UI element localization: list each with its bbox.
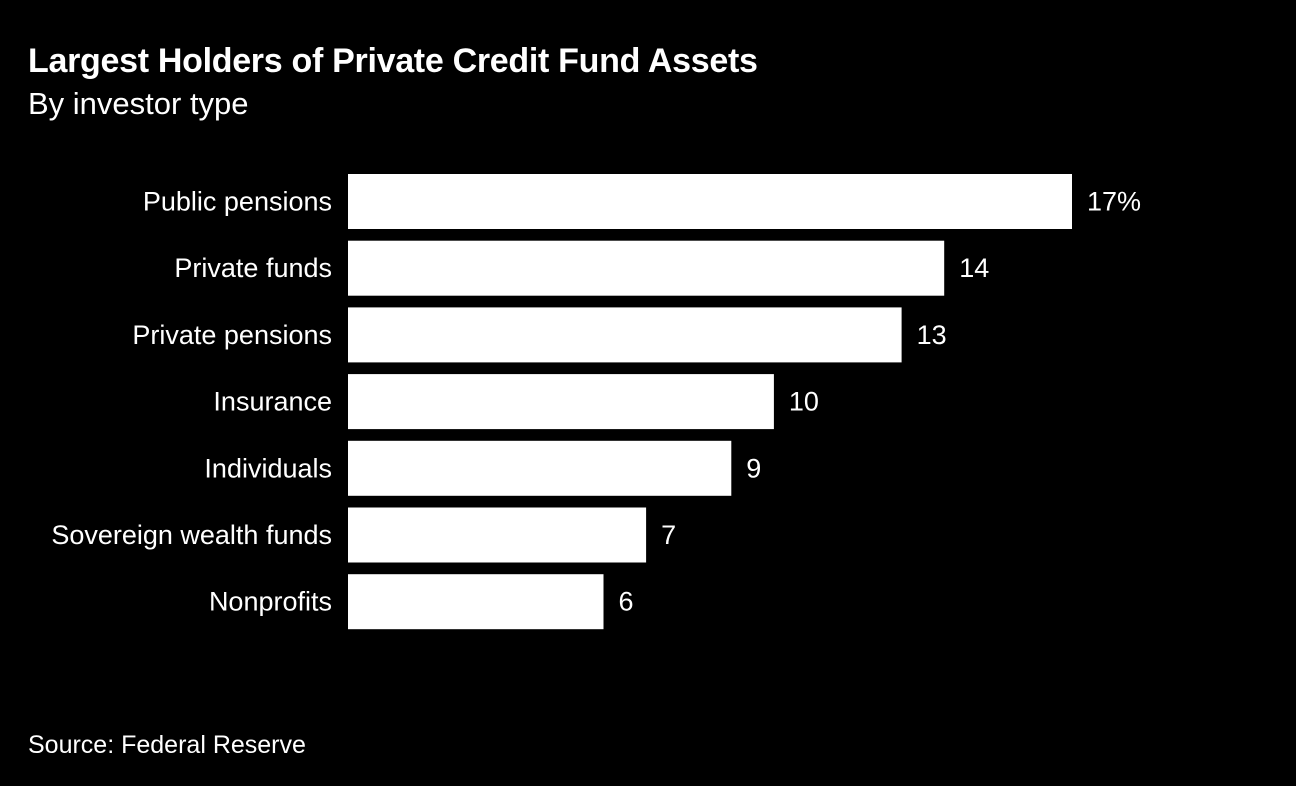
chart-title: Largest Holders of Private Credit Fund A… [28, 42, 758, 80]
category-label: Private funds [174, 253, 332, 283]
category-label: Private pensions [132, 320, 332, 350]
bar [348, 507, 647, 563]
category-label: Individuals [204, 453, 332, 483]
chart-subtitle: By investor type [28, 86, 249, 121]
value-label: 6 [619, 587, 634, 617]
bar [348, 307, 902, 363]
category-label: Public pensions [143, 187, 332, 217]
value-label: 17% [1087, 187, 1141, 217]
category-label: Sovereign wealth funds [51, 520, 332, 550]
category-label: Nonprofits [209, 587, 332, 617]
bar [348, 240, 945, 296]
bar [348, 374, 774, 430]
value-label: 7 [661, 520, 676, 550]
value-label: 10 [789, 387, 819, 417]
bar [348, 174, 1072, 229]
value-label: 14 [959, 253, 989, 283]
bar [348, 440, 732, 496]
source-note: Source: Federal Reserve [28, 731, 306, 759]
value-label: 9 [746, 453, 761, 483]
value-label: 13 [917, 320, 947, 350]
category-label: Insurance [213, 387, 332, 417]
bar [348, 574, 604, 630]
